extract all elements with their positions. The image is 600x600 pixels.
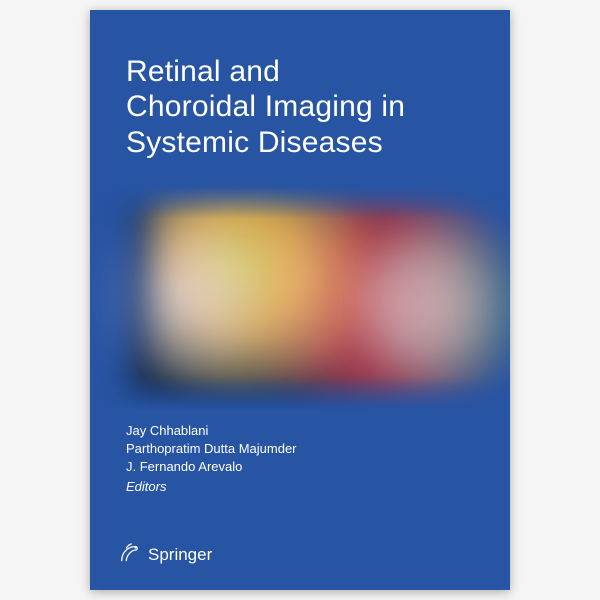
editor-name: Parthopratim Dutta Majumder [126, 440, 297, 458]
title-line-3: Systemic Diseases [126, 125, 486, 160]
publisher-name: Springer [148, 545, 212, 565]
book-cover: Retinal and Choroidal Imaging in Systemi… [90, 10, 510, 590]
editor-name: J. Fernando Arevalo [126, 458, 297, 476]
title-line-1: Retinal and [126, 54, 486, 89]
title-block: Retinal and Choroidal Imaging in Systemi… [126, 54, 486, 160]
editors-role-label: Editors [126, 478, 297, 496]
cover-artwork [90, 185, 510, 410]
editors-block: Jay Chhablani Parthopratim Dutta Majumde… [126, 422, 297, 496]
title-line-2: Choroidal Imaging in [126, 89, 486, 124]
springer-horse-icon [118, 539, 140, 570]
editor-name: Jay Chhablani [126, 422, 297, 440]
publisher-block: Springer [118, 539, 212, 570]
